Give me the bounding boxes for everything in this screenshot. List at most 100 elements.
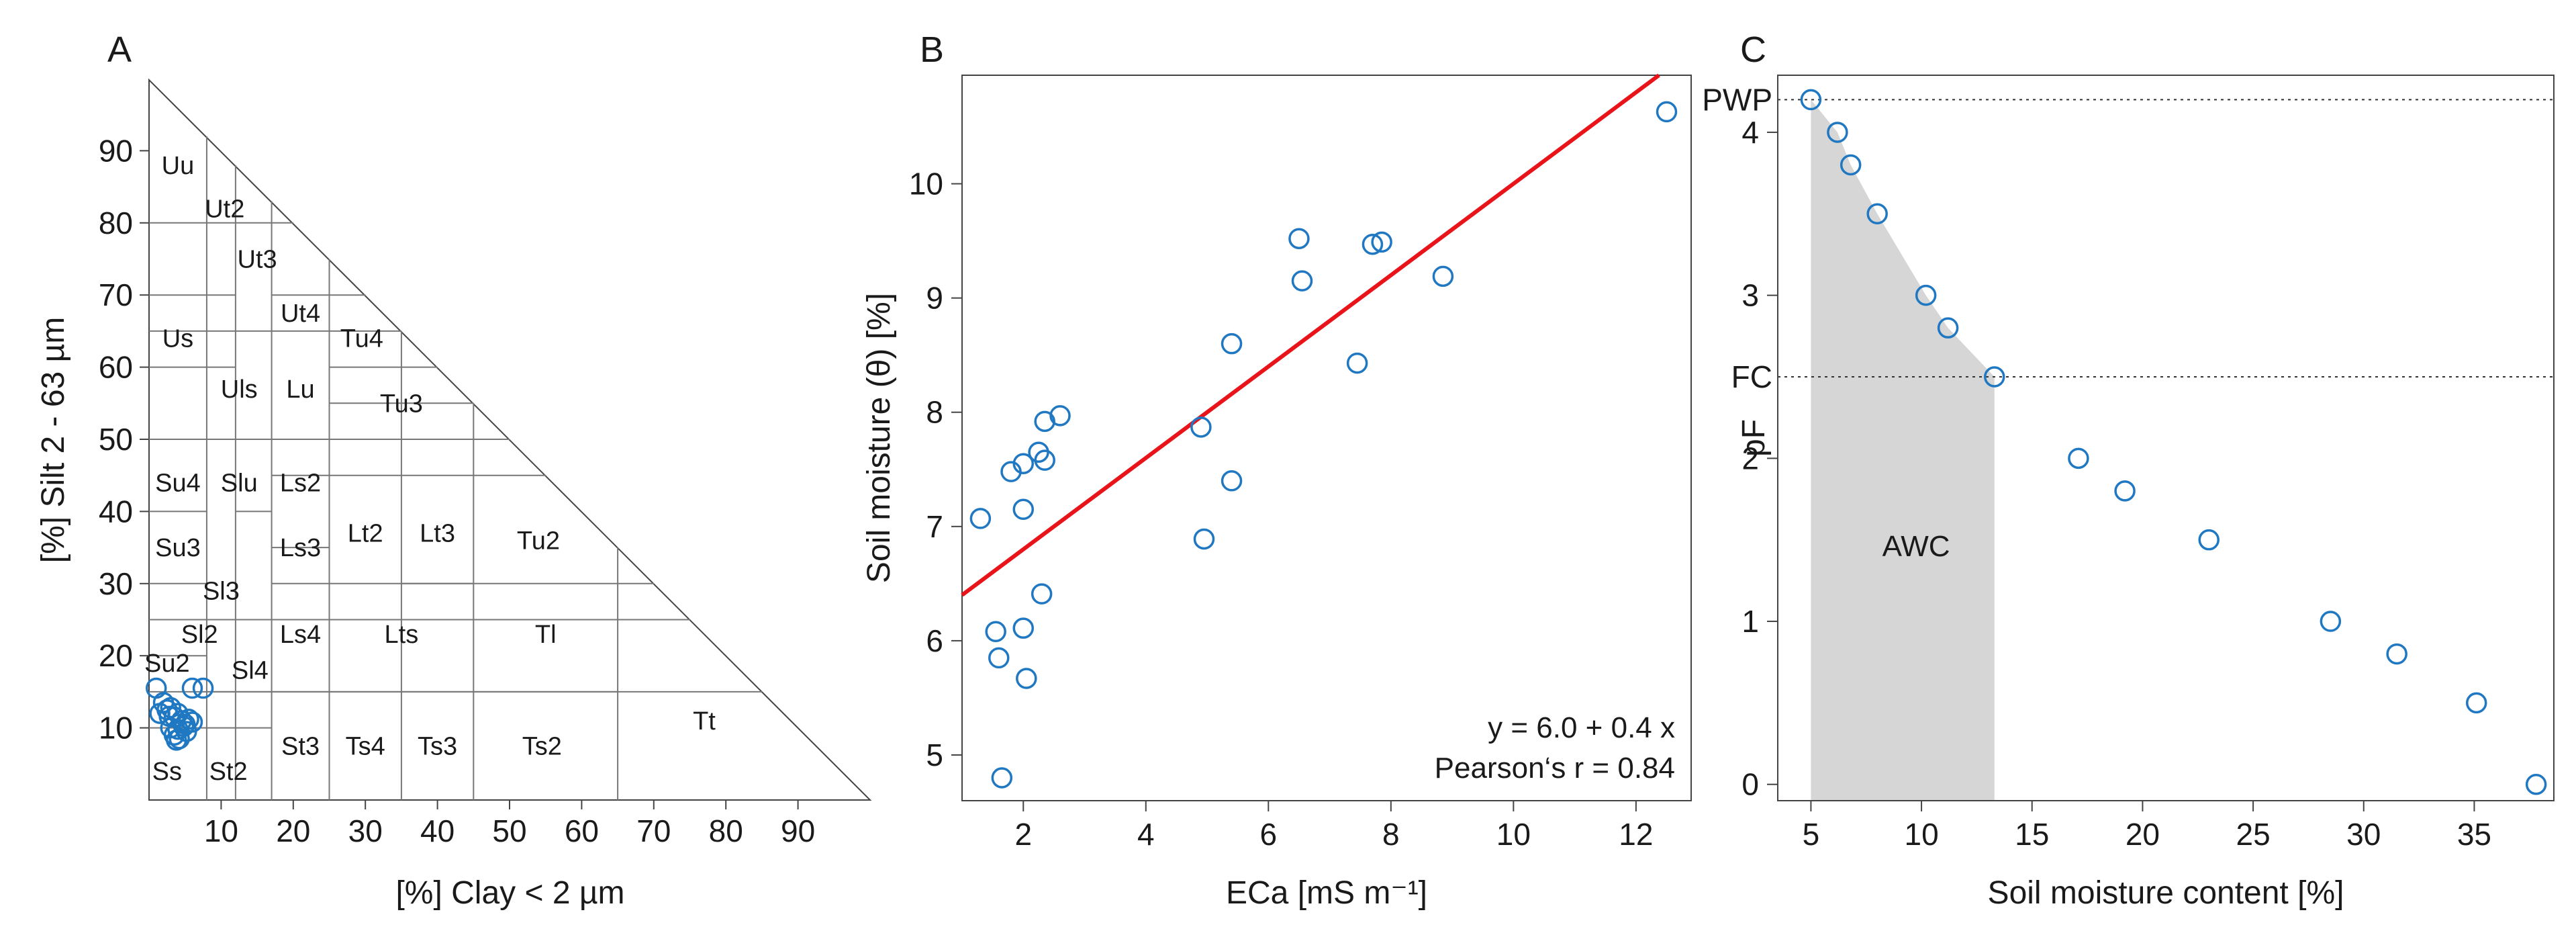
texture-class-ut2: Ut2 (205, 195, 244, 223)
texture-point (192, 677, 214, 699)
eca-moisture-point (1193, 528, 1215, 550)
regression-line (961, 73, 1660, 597)
x-tick-label: 8 (1382, 817, 1400, 852)
y-tick-label: 50 (99, 422, 133, 457)
eca-moisture-point (969, 508, 992, 529)
eca-moisture-point (1016, 668, 1037, 689)
texture-point (181, 677, 203, 699)
panel-a-points (145, 677, 214, 751)
retention-point (1984, 366, 2005, 388)
y-tick-label: 10 (99, 711, 133, 746)
texture-class-su3: Su3 (155, 534, 201, 562)
x-tick-label: 80 (709, 813, 743, 848)
eca-moisture-point (1371, 231, 1392, 253)
texture-class-lts: Lts (385, 621, 419, 649)
texture-class-uls: Uls (221, 375, 258, 404)
texture-class-ut4: Ut4 (281, 300, 320, 328)
texture-class-sl4: Sl4 (232, 657, 269, 685)
awc-area (1811, 99, 1995, 801)
x-tick-label: 5 (1803, 817, 1820, 852)
texture-class-ut3: Ut3 (238, 246, 277, 274)
x-tick-label: 90 (781, 813, 815, 848)
retention-point (1915, 284, 1937, 306)
x-tick-label: 12 (1619, 817, 1653, 852)
texture-class-ls4: Ls4 (280, 621, 321, 649)
eca-moisture-point (1012, 617, 1035, 639)
texture-class-st2: St2 (209, 758, 248, 786)
y-tick-label: 2 (1742, 441, 1759, 476)
texture-point (158, 705, 180, 727)
texture-point (160, 697, 181, 719)
panel-c-y-label: pF (1736, 419, 1772, 457)
eca-moisture-point (1031, 583, 1053, 605)
texture-class-ts3: Ts3 (418, 732, 457, 760)
eca-moisture-point (988, 647, 1010, 669)
y-tick-label: 6 (926, 623, 943, 658)
awc-label: AWC (1882, 530, 1950, 563)
eca-moisture-point (1291, 270, 1313, 292)
texture-class-ls2: Ls2 (280, 469, 321, 497)
retention-point (2320, 611, 2342, 632)
texture-class-su2: Su2 (144, 650, 190, 678)
eca-moisture-point (1432, 265, 1454, 287)
x-tick-label: 70 (636, 813, 671, 848)
texture-class-tu3: Tu3 (380, 390, 423, 418)
eca-moisture-point (1346, 352, 1368, 374)
retention-point (2198, 529, 2220, 551)
y-tick-label: 1 (1742, 604, 1759, 639)
x-tick-label: 10 (204, 813, 238, 848)
retention-point (2525, 773, 2547, 795)
panel-b-letter: B (920, 30, 944, 70)
x-tick-label: 15 (2015, 817, 2049, 852)
pearson-r: Pearson‘s r = 0.84 (1435, 752, 1675, 785)
retention-point (1937, 317, 1959, 339)
panel-b-y-label: Soil moisture (θ) [%] (861, 293, 897, 583)
texture-class-us: Us (162, 325, 193, 353)
eca-moisture-point (1012, 453, 1035, 475)
eca-moisture-point (1034, 449, 1055, 471)
texture-class-ss: Ss (152, 758, 182, 786)
panel-b-ticks: 2 4 6 8 10 12 5 6 7 8 9 10 (909, 167, 1654, 852)
x-tick-label: 30 (2346, 817, 2381, 852)
panel-c-ticks: 5 10 15 20 25 30 35 0 1 2 3 4 (1742, 115, 2491, 852)
eca-moisture-point (1190, 416, 1212, 438)
x-tick-label: 20 (2126, 817, 2160, 852)
eca-moisture-point (991, 767, 1013, 789)
texture-class-lt3: Lt3 (420, 520, 455, 548)
y-tick-label: 0 (1742, 767, 1759, 802)
x-tick-label: 30 (348, 813, 383, 848)
panel-a-x-label: [%] Clay < 2 µm (395, 875, 624, 911)
y-tick-label: 30 (99, 566, 133, 601)
texture-class-st3: St3 (281, 732, 320, 760)
eca-moisture-point (1221, 332, 1243, 355)
retention-point (1800, 89, 1822, 111)
x-tick-label: 40 (420, 813, 455, 848)
reference-lines: PWP FC (1702, 82, 2554, 394)
reference-label-fc: FC (1731, 359, 1772, 394)
y-tick-label: 40 (99, 494, 133, 529)
panel-b-x-label: ECa [mS m⁻¹] (1226, 875, 1427, 911)
reference-label-pwp: PWP (1702, 82, 1772, 117)
y-tick-label: 3 (1742, 278, 1759, 313)
retention-point (1866, 203, 1888, 225)
panel-b-points (969, 101, 1678, 789)
x-tick-label: 50 (492, 813, 526, 848)
y-tick-label: 4 (1742, 115, 1759, 150)
texture-class-ts4: Ts4 (346, 732, 385, 760)
retention-point (1840, 154, 1862, 176)
eca-moisture-point (1656, 101, 1678, 123)
texture-class-uu: Uu (162, 152, 195, 180)
eca-moisture-point (1034, 410, 1055, 433)
retention-point (2465, 692, 2487, 714)
y-tick-label: 80 (99, 206, 133, 240)
texture-class-ts2: Ts2 (522, 732, 562, 760)
texture-class-tu2: Tu2 (517, 527, 560, 555)
eca-moisture-point (1362, 233, 1384, 255)
y-tick-label: 70 (99, 277, 133, 312)
texture-class-slu: Slu (221, 469, 258, 497)
eca-moisture-point (985, 621, 1006, 643)
y-tick-label: 60 (99, 350, 133, 385)
